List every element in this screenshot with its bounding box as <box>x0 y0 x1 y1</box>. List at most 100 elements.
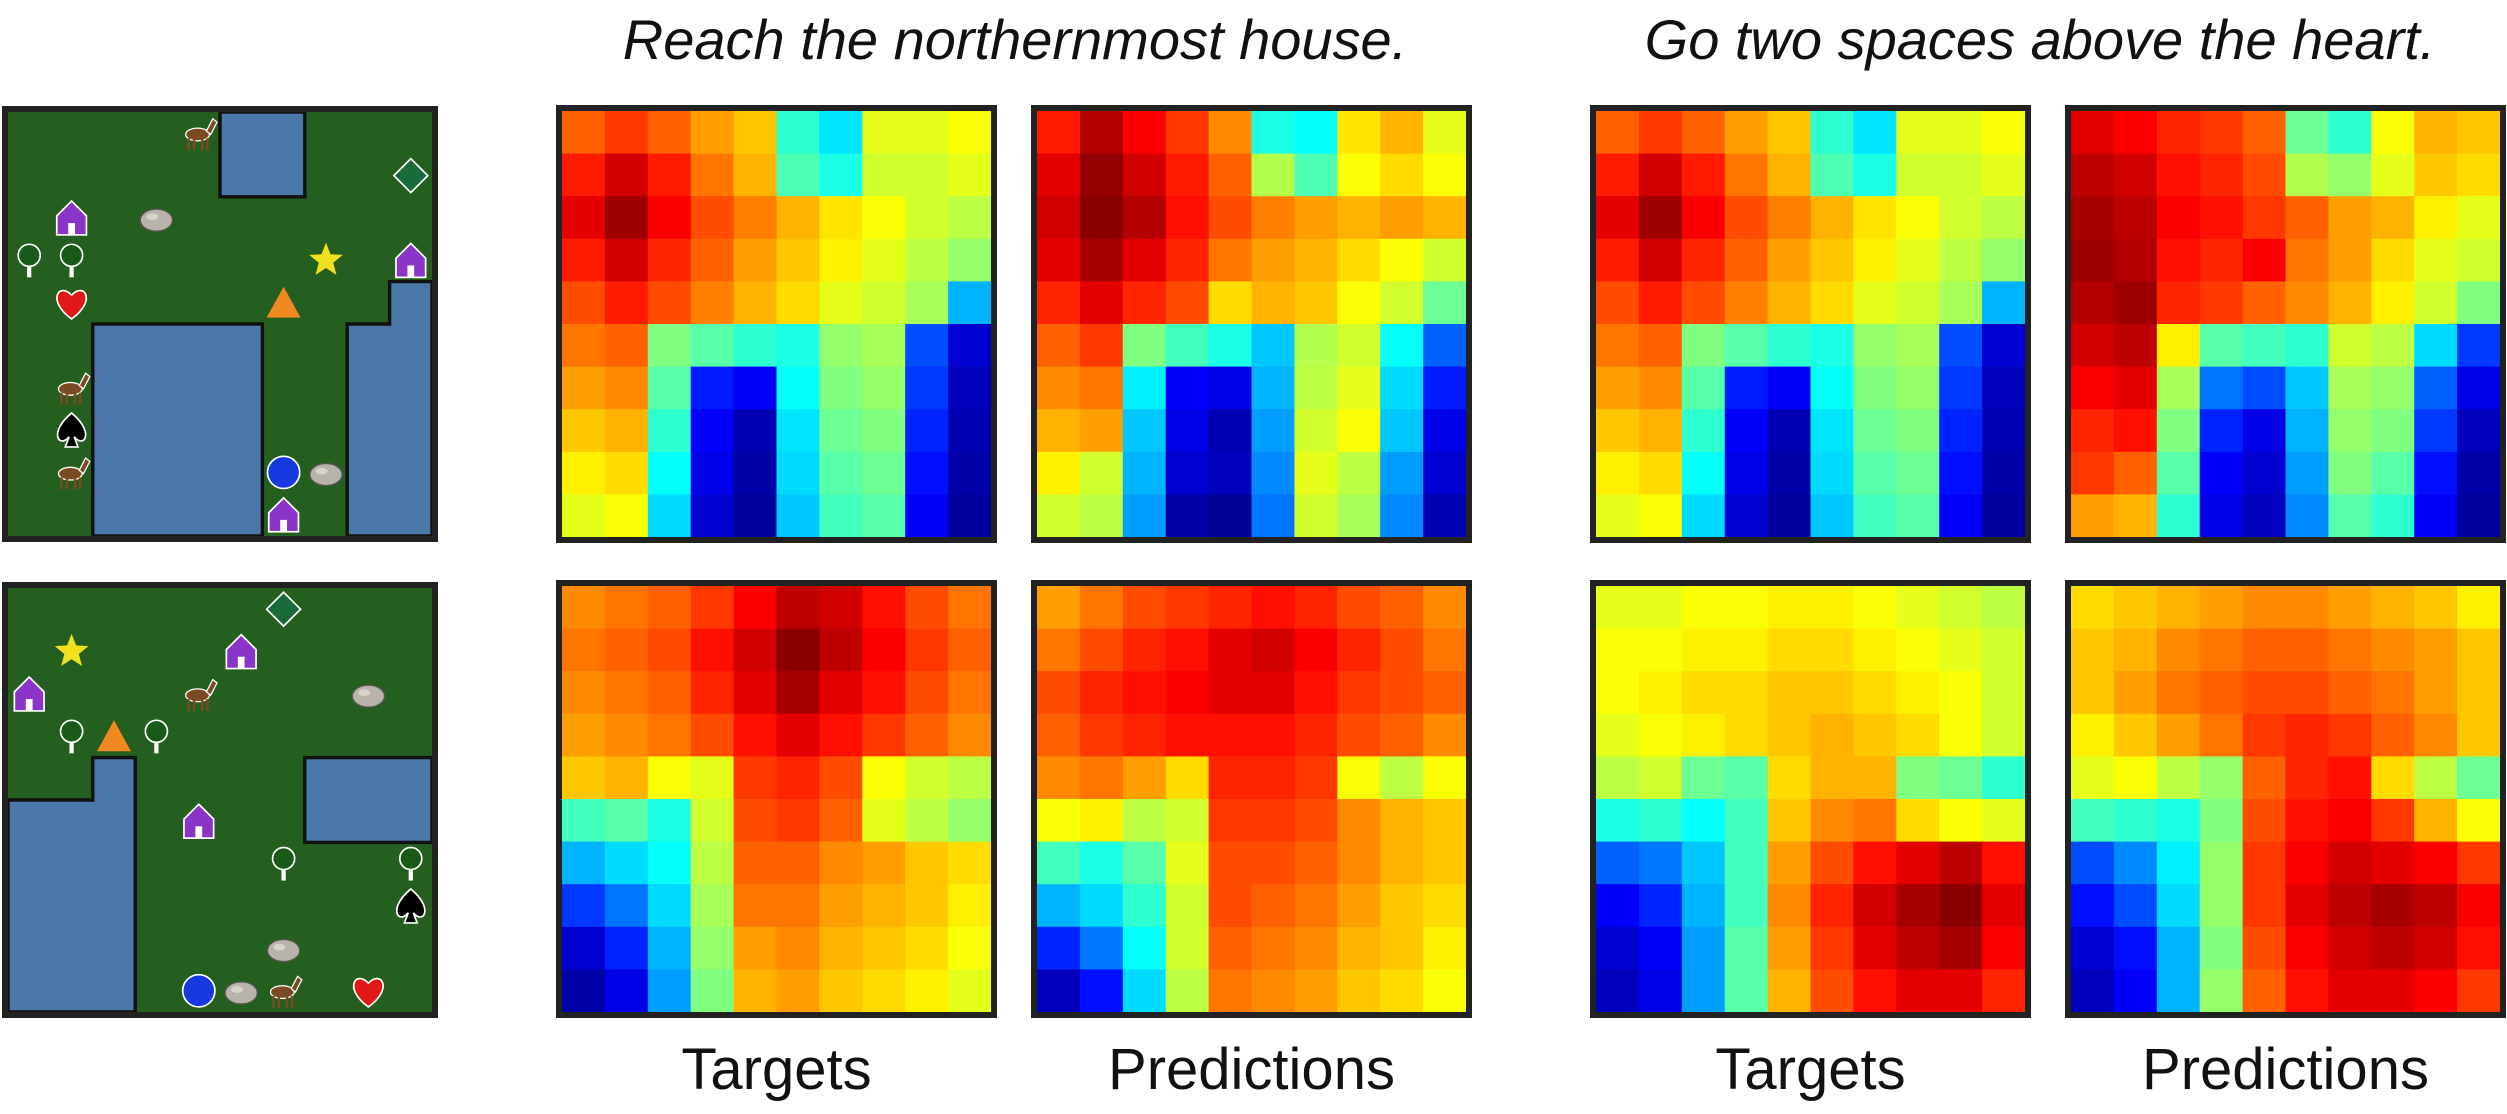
heatmap-cell <box>1037 451 1081 496</box>
heatmap-cell <box>1939 238 1983 283</box>
heatmap-cell <box>2199 153 2244 198</box>
heatmap-cell <box>1122 366 1167 411</box>
heatmap-cell <box>905 884 949 928</box>
heatmap-cell <box>1208 409 1253 453</box>
house-icon <box>55 199 88 236</box>
heatmap-cell <box>1939 586 1983 630</box>
heatmap-cell <box>2156 884 2201 928</box>
heatmap-cell <box>1294 366 1339 411</box>
heatmap-cell <box>604 366 649 411</box>
heatmap-cell <box>776 324 821 368</box>
heatmap-cell <box>1079 884 1124 928</box>
heatmap-cell <box>1896 409 1941 453</box>
heatmap-cell <box>2328 628 2373 673</box>
heatmap-cell <box>1423 281 1466 325</box>
heatmap-cell <box>1939 841 1983 886</box>
heatmap-cell <box>1896 451 1941 496</box>
heatmap-cell <box>1982 586 2025 630</box>
heatmap-cell <box>733 409 778 453</box>
heatmap-cell <box>2242 969 2287 1012</box>
heatmap-cell <box>2371 969 2416 1012</box>
heatmap-cell <box>1380 196 1424 240</box>
heatmap-cell <box>1767 153 1812 198</box>
column-label-targets-1: Targets <box>681 1037 872 1102</box>
heatmap-cell <box>1208 324 1253 368</box>
heatmap-cell <box>647 281 692 325</box>
heatmap-cell <box>1982 756 2025 800</box>
heatmap-cell <box>819 586 864 630</box>
heatmap-cell <box>1165 111 1210 155</box>
heatmap-cell <box>690 799 735 843</box>
heatmap-cell <box>690 324 735 368</box>
tree-icon <box>398 846 423 881</box>
heatmap-cell <box>647 628 692 673</box>
heatmap-cell <box>1251 111 1296 155</box>
heatmap-cell <box>1638 494 1683 537</box>
heatmap-cell <box>1853 324 1898 368</box>
heatmap-cell <box>690 671 735 715</box>
heatmap-cell <box>1337 111 1382 155</box>
heatmap-cell <box>1939 756 1983 800</box>
heatmap-cell <box>776 196 821 240</box>
heatmap-cell <box>1165 409 1210 453</box>
heatmap-cell <box>2371 238 2416 283</box>
heatmap-cell <box>2071 153 2115 198</box>
heatmap-cell <box>1681 111 1726 155</box>
heatmap-cell <box>1638 324 1683 368</box>
heatmap-cell <box>2457 841 2500 886</box>
heatmap-cell <box>1853 366 1898 411</box>
heatmap-cell <box>1982 451 2025 496</box>
heatmap-cell <box>2328 238 2373 283</box>
heatmap-cell <box>2242 366 2287 411</box>
heatmap-cell <box>1596 153 1640 198</box>
heatmap-cell <box>2199 671 2244 715</box>
heatmap-cell <box>2071 713 2115 758</box>
heatmap-cell <box>819 324 864 368</box>
heatmap-cell <box>2285 799 2330 843</box>
heatmap-cell <box>1896 196 1941 240</box>
heatmap-cell <box>1380 713 1424 758</box>
heatmap-cell <box>2371 366 2416 411</box>
heatmap-cell <box>1638 628 1683 673</box>
heatmap-cell <box>1251 153 1296 198</box>
heatmap-cell <box>905 628 949 673</box>
heatmap-cell <box>1982 238 2025 283</box>
heatmap-cell <box>1380 841 1424 886</box>
heatmap-cell <box>2156 926 2201 971</box>
heatmap-cell <box>1767 756 1812 800</box>
heatmap-cell <box>733 713 778 758</box>
heatmap-cell <box>2156 671 2201 715</box>
heatmap-cell <box>1810 281 1855 325</box>
heatmap-cell <box>1251 841 1296 886</box>
heatmap-cell <box>2371 409 2416 453</box>
heatmap-cell <box>604 969 649 1012</box>
heatmap-cell <box>1939 409 1983 453</box>
heatmap-cell <box>862 366 907 411</box>
tree-icon <box>59 243 84 278</box>
diamond-icon <box>392 157 429 194</box>
heatmap-cell <box>948 111 991 155</box>
heatmap-cell <box>819 926 864 971</box>
heatmap-cell <box>1724 281 1769 325</box>
heatmap-cell <box>2285 281 2330 325</box>
heatmap-cell <box>733 494 778 537</box>
heatmap-cell <box>604 409 649 453</box>
heatmap-cell <box>1122 196 1167 240</box>
heatmap-cell <box>2242 799 2287 843</box>
water-region <box>8 755 137 1012</box>
heatmap-cell <box>1423 451 1466 496</box>
heatmap-predictions-reach-row2 <box>1031 580 1472 1018</box>
heatmap-cell <box>2156 153 2201 198</box>
heatmap-cell <box>1810 238 1855 283</box>
heatmap-cell <box>733 366 778 411</box>
heatmap-cell <box>1724 111 1769 155</box>
heatmap-cell <box>562 281 606 325</box>
heatmap-cell <box>1982 111 2025 155</box>
heatmap-cell <box>1638 281 1683 325</box>
heatmap-cell <box>905 111 949 155</box>
heatmap-cell <box>2328 671 2373 715</box>
heatmap-cell <box>1165 451 1210 496</box>
heatmap-cell <box>2071 884 2115 928</box>
heatmap-cell <box>2371 841 2416 886</box>
heatmap-cell <box>1251 451 1296 496</box>
